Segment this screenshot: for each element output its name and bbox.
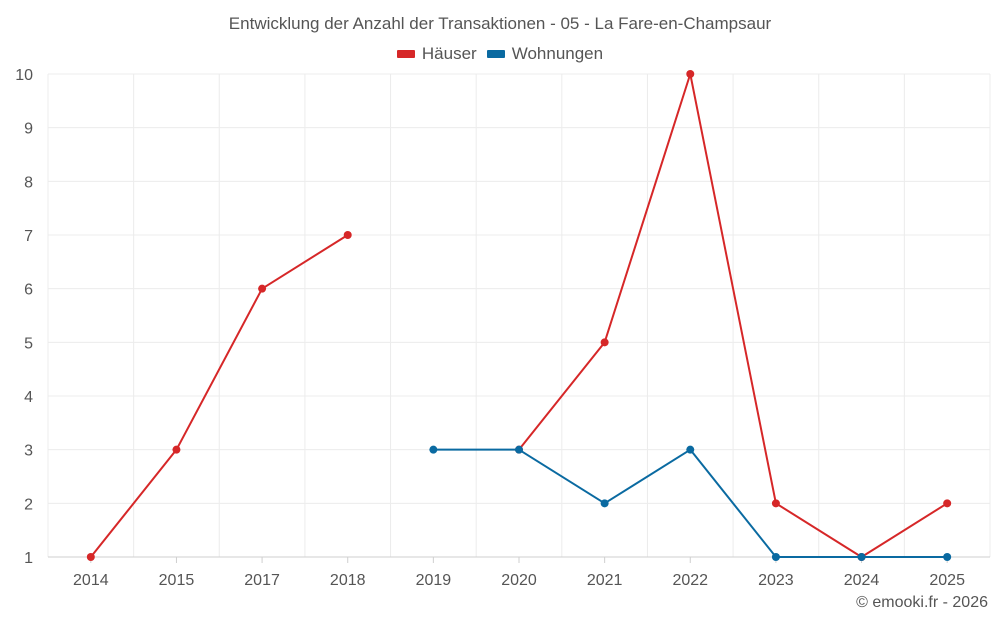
x-tick-label: 2020 xyxy=(501,572,537,589)
x-tick-label: 2021 xyxy=(587,572,623,589)
legend-item-wohnungen[interactable]: Wohnungen xyxy=(486,44,604,64)
data-point-haeuser xyxy=(686,70,695,78)
grid-lines xyxy=(47,73,991,558)
y-tick-label: 5 xyxy=(24,335,33,352)
y-tick-label: 6 xyxy=(24,282,33,299)
y-tick-label: 4 xyxy=(24,389,33,406)
data-point-haeuser xyxy=(172,445,181,454)
series-line-haeuser xyxy=(518,73,948,558)
axes: 1 2 3 4 5 6 7 8 9 10 2014 2015 2017 2018 2019 2020 2021 2… xyxy=(15,67,990,589)
x-tick-label: 2025 xyxy=(929,572,965,589)
x-tick-label: 2018 xyxy=(330,572,366,589)
legend-item-haeuser[interactable]: Häuser xyxy=(396,44,477,64)
y-tick-label: 7 xyxy=(24,228,33,245)
data-point-haeuser xyxy=(343,231,352,239)
chart-title: Entwicklung der Anzahl der Transaktionen… xyxy=(228,14,772,33)
data-point-haeuser xyxy=(258,284,267,293)
x-tick-label: 2019 xyxy=(416,572,452,589)
x-tick-label: 2022 xyxy=(672,572,708,589)
data-point-haeuser xyxy=(600,338,609,347)
x-tick-label: 2023 xyxy=(758,572,794,589)
data-point-wohnungen xyxy=(515,445,523,454)
x-tick-label: 2024 xyxy=(844,572,880,589)
data-point-haeuser xyxy=(771,499,780,508)
x-tick-label: 2015 xyxy=(159,572,195,589)
data-point-wohnungen xyxy=(429,445,438,454)
legend-swatch-wohnungen xyxy=(486,50,505,58)
data-point-wohnungen xyxy=(600,499,609,508)
data-point-haeuser xyxy=(86,553,95,561)
credit-text: © emooki.fr - 2026 xyxy=(856,594,988,611)
y-tick-label: 8 xyxy=(24,174,33,191)
data-point-haeuser xyxy=(943,499,952,508)
data-point-wohnungen xyxy=(857,553,866,561)
y-tick-label: 3 xyxy=(24,443,33,460)
series-line-haeuser xyxy=(90,234,349,558)
data-point-wohnungen xyxy=(686,445,695,454)
data-point-wohnungen xyxy=(943,553,952,561)
series-layer xyxy=(86,70,952,561)
legend-label-haeuser: Häuser xyxy=(421,44,477,63)
data-point-wohnungen xyxy=(771,553,780,561)
x-tick-label: 2014 xyxy=(73,572,109,589)
x-tick-label: 2017 xyxy=(244,572,280,589)
y-tick-label: 1 xyxy=(24,550,33,567)
chart-legend: Häuser Wohnungen xyxy=(0,44,1000,64)
y-tick-label: 2 xyxy=(24,496,33,513)
y-tick-label: 10 xyxy=(15,67,33,84)
y-tick-label: 9 xyxy=(24,121,33,138)
legend-swatch-haeuser xyxy=(396,50,415,58)
legend-label-wohnungen: Wohnungen xyxy=(511,44,604,63)
